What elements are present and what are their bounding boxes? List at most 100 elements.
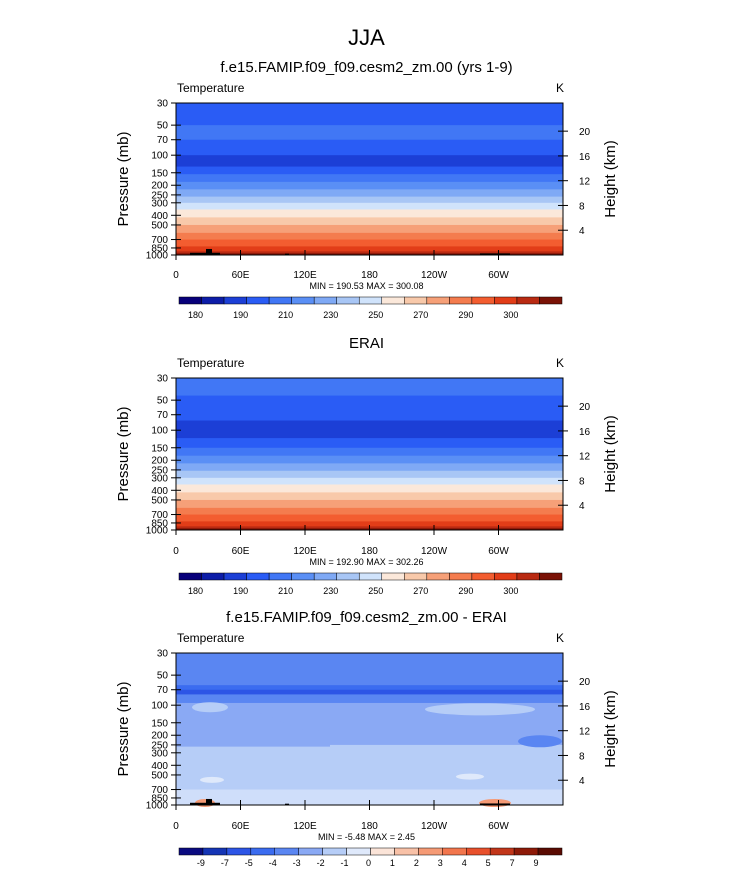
topography-mask — [480, 803, 510, 805]
colorbar-swatch — [426, 296, 450, 305]
chart-title: ERAI — [349, 335, 384, 352]
anomaly-region — [192, 702, 228, 713]
contour-band — [176, 470, 563, 479]
y2-tick-label: 20 — [579, 127, 591, 138]
x-tick-label: 0 — [173, 546, 179, 557]
contour-band — [176, 166, 563, 175]
variable-label: Temperature — [177, 81, 245, 95]
y-tick-label: 500 — [151, 770, 168, 781]
colorbar-label: 290 — [458, 310, 473, 320]
colorbar-label: 230 — [323, 586, 338, 596]
colorbar-swatch — [471, 572, 495, 581]
y-tick-label: 50 — [157, 121, 169, 132]
y2-tick-label: 12 — [579, 452, 591, 463]
colorbar-swatch — [358, 296, 383, 305]
x-tick-label: 180 — [361, 821, 378, 832]
contour-band — [176, 514, 563, 522]
colorbar-label: 210 — [278, 310, 293, 320]
colorbar-swatch — [274, 847, 299, 856]
units-label: K — [556, 356, 564, 370]
contour-band — [176, 246, 563, 252]
y2-tick-label: 16 — [579, 152, 591, 163]
y2-axis-label: Height (km) — [602, 690, 619, 768]
y-tick-label: 1000 — [146, 526, 169, 537]
colorbar-swatch — [449, 572, 473, 581]
x-tick-label: 120E — [293, 821, 317, 832]
contour-band — [176, 484, 563, 493]
colorbar-swatch — [226, 847, 252, 856]
contour-band — [176, 521, 563, 527]
y-axis-label: Pressure (mb) — [115, 406, 132, 501]
colorbar-swatch — [404, 572, 428, 581]
contour-band — [176, 181, 563, 190]
y-tick-label: 30 — [157, 374, 169, 385]
colorbar-swatch — [246, 572, 270, 581]
colorbar-label: 5 — [486, 858, 491, 868]
y2-axis-label: Height (km) — [602, 415, 619, 493]
y-tick-label: 100 — [151, 701, 168, 712]
contour-band — [176, 420, 563, 439]
colorbar-label: 180 — [188, 310, 203, 320]
x-tick-label: 0 — [173, 270, 179, 281]
colorbar-swatch — [178, 572, 202, 581]
colorbar-swatch — [539, 296, 563, 305]
y2-tick-label: 8 — [579, 476, 585, 487]
y2-tick-label: 12 — [579, 727, 591, 738]
topography-mask — [206, 248, 212, 255]
colorbar-label: 7 — [510, 858, 515, 868]
colorbar-swatch — [516, 572, 540, 581]
y-tick-label: 500 — [151, 495, 168, 506]
contour-band — [176, 125, 563, 141]
page-title: JJA — [348, 25, 385, 50]
colorbar-label: 230 — [323, 310, 338, 320]
colorbar-swatch — [313, 296, 337, 305]
x-tick-label: 180 — [361, 546, 378, 557]
colorbar-label: -5 — [245, 858, 253, 868]
colorbar-label: 3 — [438, 858, 443, 868]
chart-title: f.e15.FAMIP.f09_f09.cesm2_zm.00 (yrs 1-9… — [220, 59, 512, 76]
y2-tick-label: 16 — [579, 427, 591, 438]
x-tick-label: 60E — [232, 270, 250, 281]
contour-band — [176, 395, 563, 422]
contour-band — [176, 477, 563, 485]
y-tick-label: 850 — [151, 518, 168, 529]
x-tick-label: 120E — [293, 270, 317, 281]
colorbar-swatch — [223, 572, 247, 581]
topography-mask — [206, 798, 212, 805]
contour-band — [176, 209, 563, 218]
topography-mask — [480, 253, 510, 255]
colorbar-swatch — [268, 296, 292, 305]
contour-band — [176, 499, 563, 509]
colorbar-swatch — [494, 296, 518, 305]
anomaly-region — [479, 799, 511, 808]
chart-panel-1: f.e15.FAMIP.f09_f09.cesm2_zm.00 (yrs 1-9… — [115, 59, 619, 320]
x-tick-label: 60W — [488, 821, 509, 832]
anomaly-region — [176, 707, 330, 747]
x-tick-label: 120W — [421, 270, 448, 281]
contour-band — [176, 694, 563, 704]
x-tick-label: 120W — [421, 821, 448, 832]
colorbar-swatch — [201, 296, 225, 305]
y-tick-label: 300 — [151, 473, 168, 484]
colorbar-label: 1 — [390, 858, 395, 868]
y-tick-label: 850 — [151, 243, 168, 254]
colorbar-label: 190 — [233, 586, 248, 596]
contour-band — [176, 189, 563, 198]
colorbar-swatch — [201, 572, 225, 581]
colorbar-swatch — [489, 847, 515, 856]
y-tick-label: 850 — [151, 793, 168, 804]
colorbar-swatch — [466, 847, 491, 856]
colorbar-swatch — [539, 572, 563, 581]
x-tick-label: 120E — [293, 546, 317, 557]
contour-band — [176, 139, 563, 156]
chart-panel-3: f.e15.FAMIP.f09_f09.cesm2_zm.00 - ERAI Te… — [115, 609, 619, 868]
anomaly-region — [176, 789, 563, 805]
colorbar-swatch — [223, 296, 247, 305]
x-tick-label: 60E — [232, 821, 250, 832]
y2-tick-label: 20 — [579, 402, 591, 413]
topography-mask — [190, 252, 220, 255]
colorbar-label: -4 — [269, 858, 277, 868]
y-tick-label: 250 — [151, 465, 168, 476]
